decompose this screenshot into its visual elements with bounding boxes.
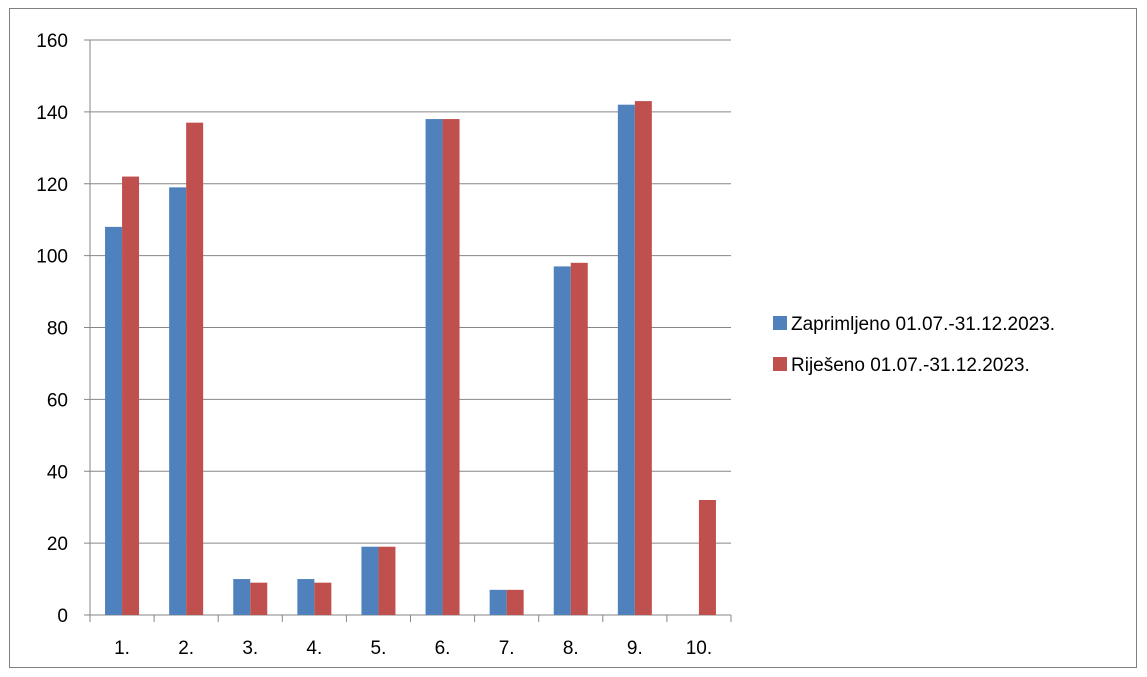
legend-swatch [773, 316, 787, 330]
x-tick-label: 3. [242, 638, 258, 659]
y-tick-label: 0 [57, 606, 68, 627]
y-tick-label: 20 [47, 534, 68, 555]
y-tick-label: 160 [36, 31, 68, 52]
bar [634, 101, 652, 615]
x-tick-label: 6. [435, 638, 451, 659]
bar [425, 119, 443, 615]
bar [506, 589, 524, 615]
bar [489, 589, 507, 615]
y-tick-label: 100 [36, 247, 68, 268]
bar [250, 582, 268, 615]
y-tick-label: 40 [47, 462, 68, 483]
x-tick-label: 5. [371, 638, 387, 659]
bar [442, 119, 460, 615]
legend-swatch [773, 357, 787, 371]
bar [570, 262, 588, 615]
bar [186, 122, 204, 615]
bar [378, 546, 396, 615]
y-tick-label: 120 [36, 175, 68, 196]
legend-label: Zaprimljeno 01.07.-31.12.2023. [791, 314, 1055, 335]
x-tick-label: 4. [306, 638, 322, 659]
bar [169, 187, 187, 615]
legend-label: Riješeno 01.07.-31.12.2023. [791, 355, 1030, 376]
bar [314, 582, 332, 615]
x-tick-label: 10. [686, 638, 712, 659]
x-tick-label: 9. [627, 638, 643, 659]
y-tick-label: 80 [47, 319, 68, 340]
bar [698, 500, 716, 615]
x-tick-label: 1. [114, 638, 130, 659]
bar [122, 176, 140, 615]
bar [361, 546, 379, 615]
bar [553, 266, 571, 615]
y-tick-label: 60 [47, 390, 68, 411]
x-tick-label: 8. [563, 638, 579, 659]
bar [617, 104, 635, 615]
x-tick-label: 7. [499, 638, 515, 659]
bar [297, 579, 315, 615]
y-tick-label: 140 [36, 103, 68, 124]
bar [233, 579, 251, 615]
x-tick-label: 2. [178, 638, 194, 659]
bar [105, 226, 123, 615]
